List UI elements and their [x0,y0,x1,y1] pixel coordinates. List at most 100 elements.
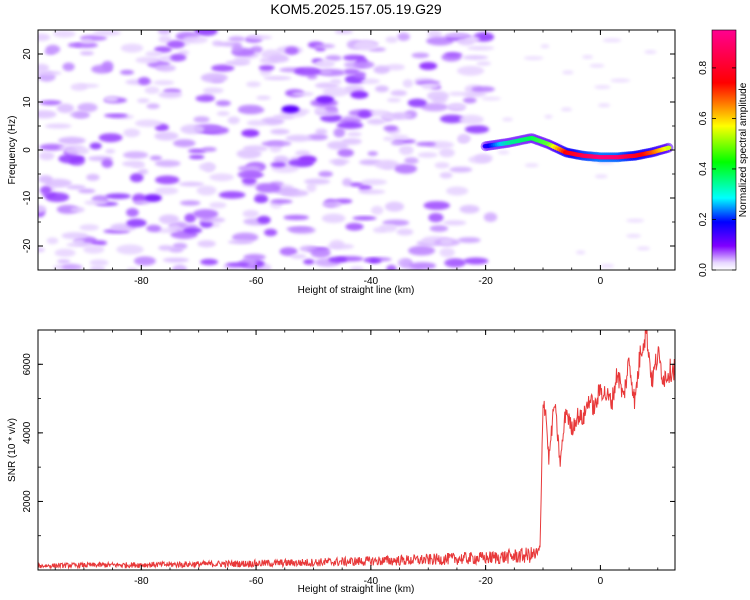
spectrogram-noise-cell [201,147,217,152]
spectrogram-noise-cell [157,30,172,35]
spectrogram-noise-cell [320,69,333,75]
x-tick-label: -80 [134,576,149,587]
spectrogram-noise-cell [158,214,180,225]
spectrogram-noise-cell [246,81,261,88]
spectrogram-noise-cell [440,237,453,246]
spectrogram-noise-cell [471,86,495,93]
spectrogram-noise-cell [66,242,92,247]
spectrogram-noise-cell [84,200,108,206]
spectrogram-noise-cell [385,36,398,43]
spectrogram-noise-cell [228,239,253,245]
spectrogram-noise-cell [200,258,219,266]
colorbar-tick-label: 0.6 [698,111,709,125]
spectrogram-noise-cell [582,55,594,59]
spectrogram-noise-cell [371,205,384,215]
spectrogram-noise-cell [540,44,550,49]
y-tick-label: -10 [22,190,33,205]
spectrogram-noise-cell [636,246,651,251]
spectrogram-noise-patch [166,40,185,49]
spectrogram-noise-cell [270,128,290,135]
spectrogram-noise-cell [457,134,470,144]
spectrogram-noise-cell [38,110,57,119]
spectrogram-noise-cell [295,150,311,157]
spectrogram-noise-cell [644,50,657,54]
spectrogram-noise-cell [237,170,262,180]
colorbar-tick-label: 0.0 [698,263,709,277]
spectrogram-noise-layer [38,30,657,270]
spectrogram-noise-cell [439,172,453,179]
spectrogram-noise-cell [129,173,144,183]
spectrogram-noise-cell [38,247,45,253]
spectrogram-noise-cell [123,128,141,138]
spectrogram-noise-cell [162,257,189,263]
spectrogram-y-axis: -20 -10 0 10 20 [22,29,675,271]
spectrogram-noise-cell [457,65,485,76]
spectrogram-noise-cell [123,151,149,159]
spectrogram-noise-cell [38,63,50,73]
spectrogram-noise-cell [91,240,108,246]
spectrogram-noise-cell [444,52,463,58]
spectrogram-noise-cell [281,189,309,197]
spectrogram-noise-cell [360,78,380,85]
spectrogram-noise-cell [44,49,56,55]
spectrogram-noise-cell [279,247,298,256]
spectrogram-noise-cell [404,157,419,165]
spectrogram-noise-cell [306,182,317,193]
spectrogram-noise-cell [589,63,605,68]
spectrogram-noise-cell [313,43,336,49]
spectrogram-noise-cell [179,200,201,206]
snr-y-label: SNR (10 * v/v) [7,418,18,482]
spectrogram-noise-cell [86,173,100,181]
x-tick-label: -20 [478,576,493,587]
spectrogram-noise-cell [402,79,414,88]
spectrogram-noise-cell [254,195,269,204]
spectrogram-signal-layer [480,133,674,163]
spectrogram-noise-cell [93,30,121,36]
x-tick-label: -60 [249,276,264,287]
spectrogram-noise-cell [38,175,53,184]
x-tick-label: -80 [134,276,149,287]
y-tick-label: 4000 [22,421,33,444]
spectrogram-noise-cell [38,33,51,42]
spectrogram-noise-cell [270,162,287,168]
spectrogram-noise-cell [420,102,449,112]
snr-y-axis: 2000 4000 6000 [22,329,675,537]
spectrogram-noise-cell [337,148,354,158]
spectrogram-noise-cell [199,162,216,172]
spectrogram-noise-cell [341,138,362,145]
spectrogram-noise-cell [463,257,489,265]
spectrogram-noise-cell [39,143,65,151]
colorbar-label: Normalized spectral amplitude [738,82,749,217]
colorbar-tick-label: 0.4 [698,162,709,176]
spectrogram-noise-cell [188,154,205,160]
spectrogram-noise-cell [476,61,492,66]
spectrogram-noise-cell [126,267,138,270]
spectrogram-noise-cell [138,168,149,175]
spectrogram-noise-cell [314,107,329,114]
spectrogram-noise-cell [216,111,230,116]
snr-x-axis: -80 -60 -40 -20 0 [54,330,659,587]
spectrogram-noise-cell [45,123,72,129]
y-tick-label: 0 [22,147,33,153]
spectrogram-noise-cell [38,205,47,213]
spectrogram-noise-cell [237,105,265,115]
spectrogram-noise-cell [70,83,88,91]
spectrogram-noise-cell [524,163,539,168]
spectrogram-noise-cell [444,33,470,39]
spectrogram-noise-cell [66,185,86,190]
spectrogram-noise-cell [290,254,307,259]
x-tick-label: -40 [364,576,379,587]
spectrogram-noise-cell [349,182,363,187]
spectrogram-noise-cell [101,158,113,168]
spectrogram-noise-cell [383,125,399,132]
spectrogram-noise-cell [345,222,364,231]
spectrogram-noise-cell [459,204,480,214]
spectrogram-noise-cell [45,192,70,202]
spectrogram-noise-cell [385,63,405,71]
spectrogram-x-label: Height of straight line (km) [298,285,415,296]
spectrogram-noise-cell [203,87,224,94]
spectrogram-noise-cell [227,116,240,125]
spectrogram-noise-cell [61,263,83,270]
spectrogram-noise-cell [325,55,342,61]
spectrogram-noise-cell [170,53,187,62]
